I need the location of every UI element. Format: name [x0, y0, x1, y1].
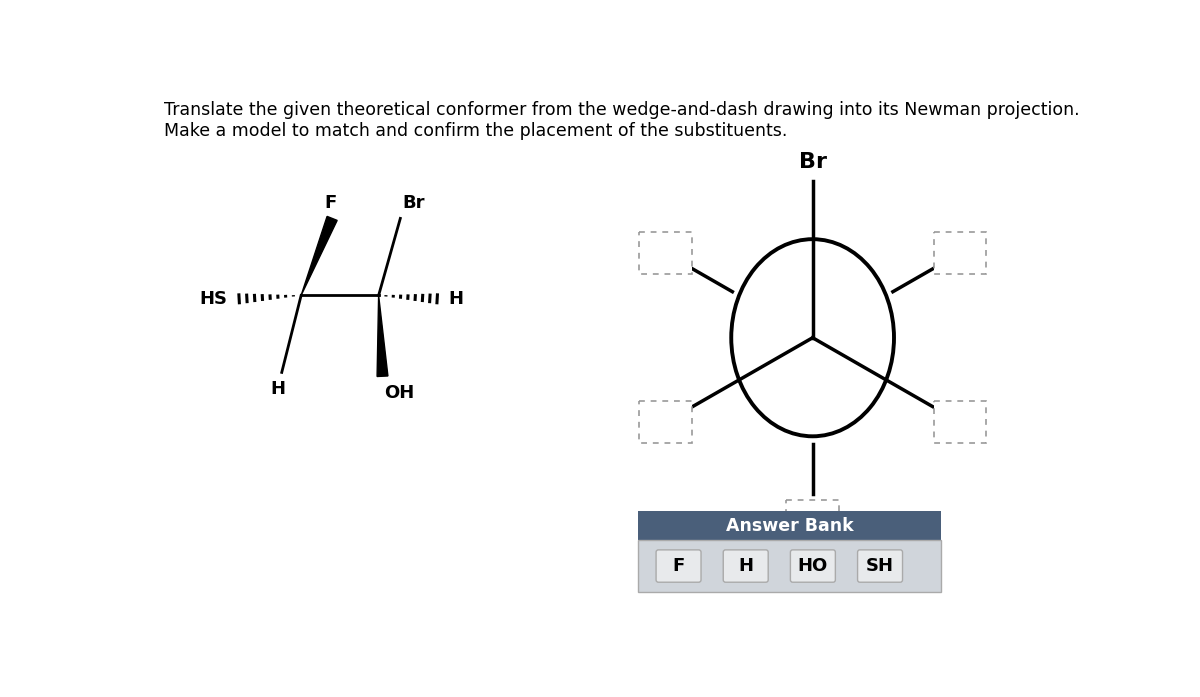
Text: SH: SH: [866, 557, 894, 575]
FancyBboxPatch shape: [656, 550, 701, 582]
FancyBboxPatch shape: [638, 401, 691, 443]
Text: HO: HO: [798, 557, 828, 575]
Text: F: F: [672, 557, 685, 575]
Text: H: H: [738, 557, 754, 575]
FancyBboxPatch shape: [934, 232, 986, 275]
FancyBboxPatch shape: [858, 550, 902, 582]
Text: Br: Br: [799, 152, 827, 172]
FancyBboxPatch shape: [724, 550, 768, 582]
Polygon shape: [301, 216, 337, 296]
Bar: [638, 540, 941, 592]
Text: OH: OH: [384, 384, 414, 402]
Text: F: F: [324, 194, 337, 212]
Bar: [638, 511, 941, 540]
Text: Answer Bank: Answer Bank: [726, 516, 853, 535]
Text: Make a model to match and confirm the placement of the substituents.: Make a model to match and confirm the pl…: [164, 122, 787, 140]
FancyBboxPatch shape: [791, 550, 835, 582]
Text: Br: Br: [402, 194, 425, 212]
FancyBboxPatch shape: [638, 232, 691, 275]
Text: HS: HS: [199, 290, 228, 308]
Text: H: H: [270, 380, 286, 398]
FancyBboxPatch shape: [934, 401, 986, 443]
Polygon shape: [377, 296, 388, 376]
Text: H: H: [449, 290, 463, 308]
Text: Translate the given theoretical conformer from the wedge-and-dash drawing into i: Translate the given theoretical conforme…: [164, 100, 1080, 118]
FancyBboxPatch shape: [786, 500, 839, 542]
